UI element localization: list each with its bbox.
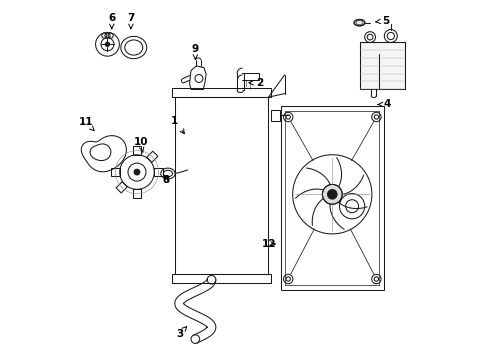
Text: 10: 10: [133, 137, 148, 153]
Text: 6: 6: [108, 13, 116, 29]
Polygon shape: [360, 42, 405, 89]
Text: 7: 7: [127, 13, 135, 29]
Circle shape: [134, 169, 140, 175]
Text: 4: 4: [378, 99, 391, 109]
Circle shape: [322, 184, 342, 204]
Text: 2: 2: [249, 78, 263, 88]
Text: 11: 11: [78, 117, 94, 131]
Text: 5: 5: [376, 16, 389, 26]
Text: 3: 3: [176, 327, 187, 339]
Text: 1: 1: [171, 116, 184, 134]
Text: 8: 8: [162, 175, 170, 185]
Circle shape: [327, 190, 337, 199]
Ellipse shape: [354, 19, 365, 26]
Text: 12: 12: [262, 239, 277, 249]
Text: 9: 9: [192, 44, 199, 59]
Circle shape: [105, 42, 110, 46]
